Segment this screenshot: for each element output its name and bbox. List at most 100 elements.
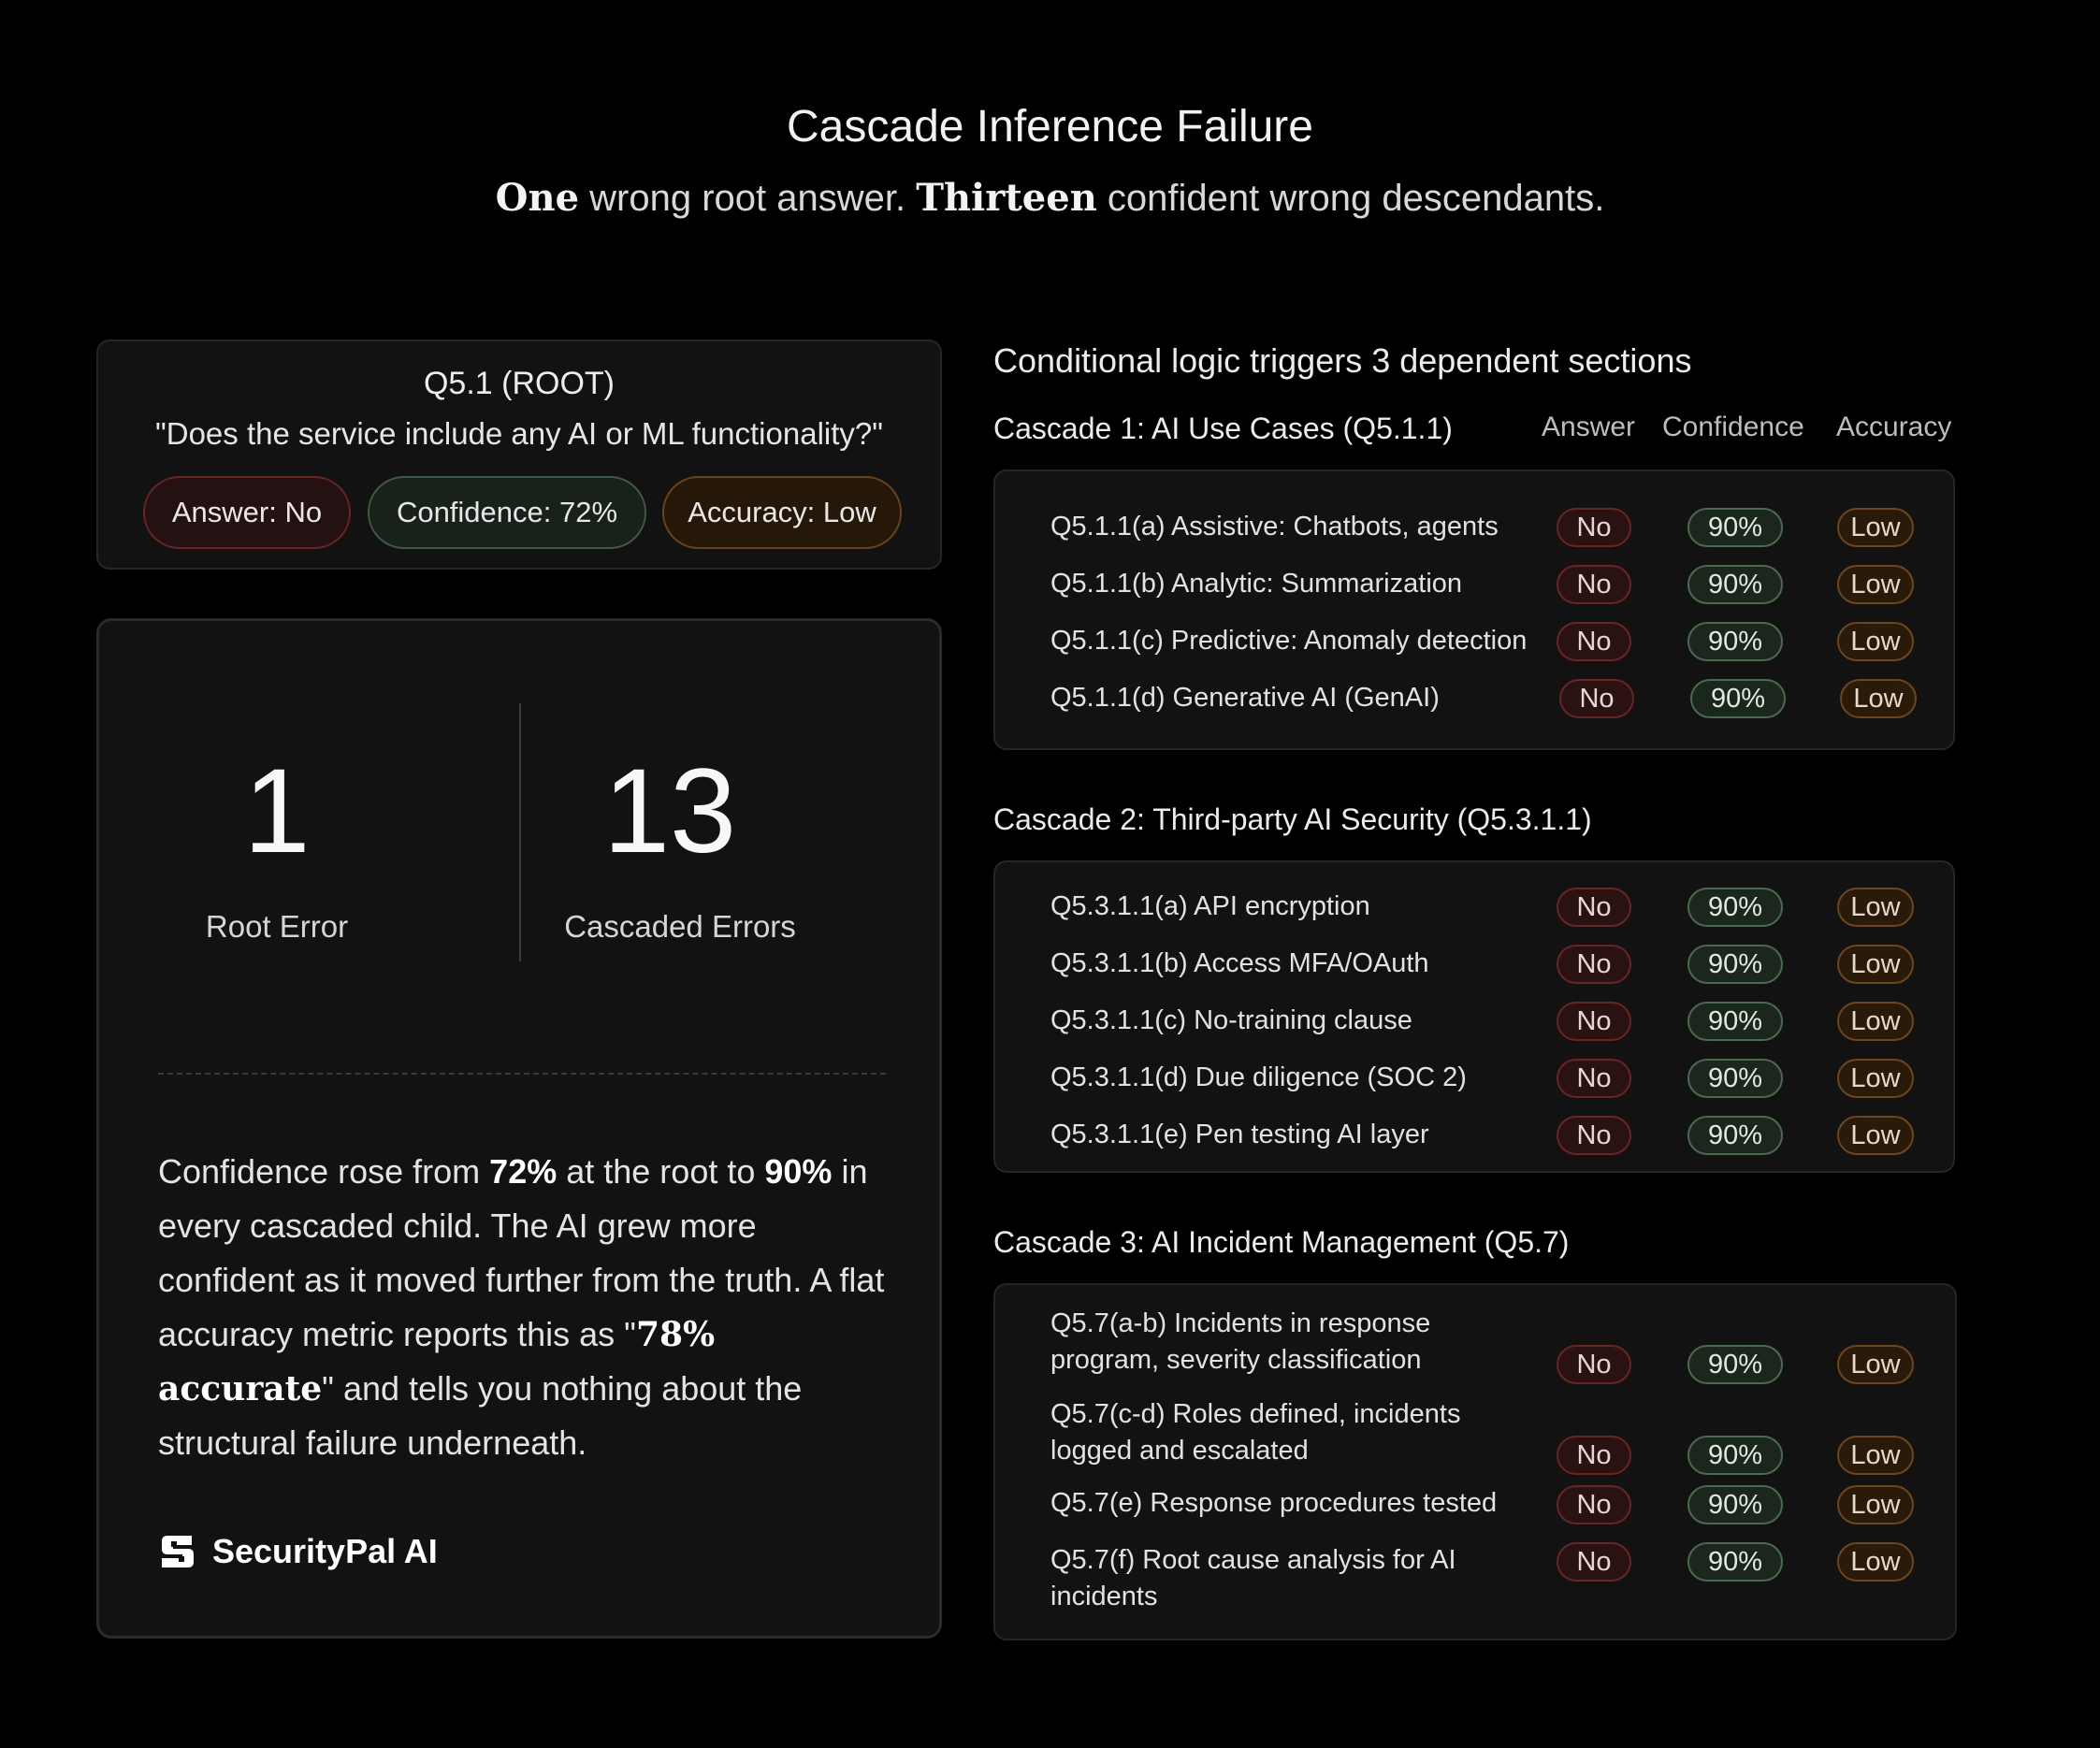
table-row: Q5.1.1(b) Analytic: Summarization No 90%… [995, 562, 1953, 607]
table-row: Q5.1.1(d) Generative AI (GenAI) No 90% L… [995, 676, 1953, 721]
page-title: Cascade Inference Failure [787, 102, 1313, 152]
cascade-2-box: Q5.3.1.1(a) API encryption No 90% Low Q5… [993, 860, 1955, 1173]
answer-pill: No [1557, 565, 1631, 604]
table-row: Q5.3.1.1(c) No-training clause No 90% Lo… [995, 999, 1953, 1044]
confidence-pill: 90% [1687, 622, 1783, 661]
root-question: "Does the service include any AI or ML f… [155, 416, 883, 451]
row-label: Q5.1.1(c) Predictive: Anomaly detection [1050, 626, 1528, 656]
row-label: Q5.7(f) Root cause analysis for AI incid… [1050, 1545, 1456, 1611]
answer-pill: No [1557, 1059, 1631, 1098]
cascade-1-title: Cascade 1: AI Use Cases (Q5.1.1) [993, 412, 1453, 445]
answer-pill: No [1557, 1436, 1631, 1475]
accuracy-pill: Low [1837, 1116, 1914, 1155]
column-header-answer: Answer [1542, 412, 1636, 442]
confidence-pill: 90% [1687, 1116, 1783, 1155]
subtitle-thirteen: Thirteen [916, 176, 1097, 220]
column-header-accuracy: Accuracy [1836, 412, 1952, 442]
confidence-pill: 90% [1687, 1059, 1783, 1098]
row-label: Q5.7(e) Response procedures tested [1050, 1488, 1498, 1518]
body-text-part: in every cascaded child. The AI grew mor… [158, 1152, 885, 1353]
root-question-card: Q5.1 (ROOT) "Does the service include an… [96, 339, 942, 570]
answer-pill: No [1557, 1542, 1631, 1582]
confidence-pill: 90% [1687, 945, 1783, 984]
cascaded-error-label: Cascaded Errors [564, 909, 796, 944]
table-row: Q5.3.1.1(a) API encryption No 90% Low [995, 885, 1953, 930]
body-text-part: " and tells you nothing about the struct… [158, 1369, 803, 1462]
right-heading: Conditional logic triggers 3 dependent s… [993, 341, 1692, 380]
cascade-3-box: Q5.7(a-b) Incidents in response program,… [993, 1283, 1957, 1640]
brand-name: SecurityPal AI [212, 1532, 438, 1570]
row-label: Q5.3.1.1(c) No-training clause [1050, 1005, 1412, 1035]
answer-pill: No [1557, 888, 1631, 927]
confidence-pill: 90% [1687, 1002, 1783, 1041]
confidence-pill: 90% [1687, 508, 1783, 547]
root-error-label: Root Error [205, 909, 349, 944]
accuracy-pill: Low [1837, 1059, 1914, 1098]
table-row: Q5.7(f) Root cause analysis for AI incid… [995, 1542, 1955, 1617]
body-bold-72: 72% [489, 1152, 558, 1191]
row-label: Q5.3.1.1(e) Pen testing AI layer [1050, 1120, 1429, 1149]
answer-pill: No [1557, 1116, 1631, 1155]
cascade-2-title: Cascade 2: Third-party AI Security (Q5.3… [993, 802, 1592, 836]
accuracy-pill: Low [1837, 1436, 1914, 1475]
root-accuracy-pill: Accuracy: Low [662, 476, 902, 549]
body-text-part: Confidence rose from [158, 1152, 490, 1191]
table-row: Q5.3.1.1(e) Pen testing AI layer No 90% … [995, 1113, 1953, 1158]
confidence-pill: 90% [1687, 1485, 1783, 1524]
confidence-pill: 90% [1687, 1345, 1783, 1384]
row-label: Q5.3.1.1(b) Access MFA/OAuth [1050, 948, 1429, 978]
table-row: Q5.7(a-b) Incidents in response program,… [995, 1306, 1955, 1384]
stats-divider [519, 703, 521, 961]
accuracy-pill: Low [1837, 1542, 1914, 1582]
confidence-pill: 90% [1687, 1542, 1783, 1582]
subtitle-mid: wrong root answer. [579, 178, 917, 219]
cascaded-error-count: 13 [602, 744, 737, 878]
table-row: Q5.1.1(a) Assistive: Chatbots, agents No… [995, 505, 1953, 550]
row-label: Q5.3.1.1(a) API encryption [1050, 891, 1370, 921]
cascade-1-box: Q5.1.1(a) Assistive: Chatbots, agents No… [993, 470, 1955, 750]
body-bold-90: 90% [764, 1152, 833, 1191]
brand-logo: SecurityPal AI [158, 1528, 438, 1575]
accuracy-pill: Low [1837, 945, 1914, 984]
explanation-text: Confidence rose from 72% at the root to … [158, 1145, 888, 1470]
root-answer-pill: Answer: No [143, 476, 351, 549]
stats-card: 1 Root Error 13 Cascaded Errors Confiden… [96, 618, 942, 1639]
page-subtitle: One wrong root answer. Thirteen confiden… [0, 176, 2100, 220]
accuracy-pill: Low [1837, 1002, 1914, 1041]
accuracy-pill: Low [1840, 679, 1917, 718]
answer-pill: No [1557, 1002, 1631, 1041]
row-label: Q5.7(a-b) Incidents in response program,… [1050, 1308, 1431, 1375]
root-label: Q5.1 (ROOT) [423, 366, 616, 401]
accuracy-pill: Low [1837, 565, 1914, 604]
row-label: Q5.7(c-d) Roles defined, incidents logge… [1050, 1399, 1461, 1466]
row-label: Q5.1.1(d) Generative AI (GenAI) [1050, 683, 1440, 713]
answer-pill: No [1557, 1485, 1631, 1524]
table-row: Q5.7(c-d) Roles defined, incidents logge… [995, 1396, 1955, 1475]
securitypal-logo-icon [162, 1536, 194, 1567]
row-label: Q5.1.1(a) Assistive: Chatbots, agents [1050, 512, 1499, 542]
accuracy-pill: Low [1837, 1485, 1914, 1524]
accuracy-pill: Low [1837, 508, 1914, 547]
table-row: Q5.3.1.1(d) Due diligence (SOC 2) No 90%… [995, 1056, 1953, 1101]
row-label: Q5.1.1(b) Analytic: Summarization [1050, 569, 1463, 599]
row-label: Q5.3.1.1(d) Due diligence (SOC 2) [1050, 1062, 1467, 1092]
table-row: Q5.7(e) Response procedures tested No 90… [995, 1485, 1955, 1530]
confidence-pill: 90% [1690, 679, 1786, 718]
answer-pill: No [1557, 945, 1631, 984]
dashed-divider [158, 1073, 886, 1075]
answer-pill: No [1557, 622, 1631, 661]
confidence-pill: 90% [1687, 565, 1783, 604]
confidence-pill: 90% [1687, 888, 1783, 927]
body-text-part: at the root to [557, 1152, 765, 1191]
column-header-confidence: Confidence [1662, 412, 1804, 442]
confidence-pill: 90% [1687, 1436, 1783, 1475]
answer-pill: No [1559, 679, 1634, 718]
body-bold-78-accurate: 78% accurate [158, 1315, 716, 1409]
cascade-3-title: Cascade 3: AI Incident Management (Q5.7) [993, 1225, 1570, 1259]
subtitle-end: confident wrong descendants. [1096, 178, 1605, 219]
table-row: Q5.1.1(c) Predictive: Anomaly detection … [995, 619, 1953, 664]
accuracy-pill: Low [1837, 888, 1914, 927]
subtitle-one: One [495, 176, 580, 220]
accuracy-pill: Low [1837, 622, 1914, 661]
root-confidence-pill: Confidence: 72% [368, 476, 646, 549]
